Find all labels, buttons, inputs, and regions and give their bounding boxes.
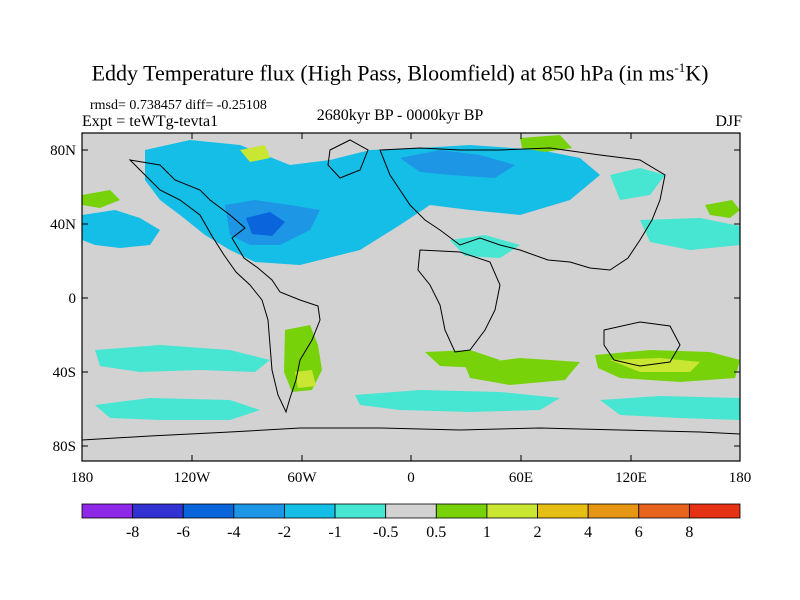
- north-pacific-east-anomaly: [640, 218, 740, 250]
- mediterranean-weak-anomaly: [450, 235, 520, 258]
- x-tick-0: 0: [407, 470, 415, 486]
- eurasia-coastline: [379, 147, 666, 271]
- period-label: 2680kyr BP - 0000kyr BP: [316, 107, 484, 124]
- stats-text: rmsd= 0.738457 diff= -0.25108: [90, 98, 267, 113]
- colorbar-swatch: [537, 503, 589, 519]
- scandinavia-strong-anomaly: [400, 150, 515, 178]
- colorbar-swatch: [182, 503, 235, 519]
- africa-coastline: [417, 249, 501, 353]
- y-tick-0: 0: [69, 291, 77, 307]
- patagonia-strong-anomaly: [295, 370, 316, 388]
- y-tick-80n: 80N: [50, 143, 76, 159]
- colorbar-swatch: [587, 503, 640, 519]
- nh-negative-regions: [82, 135, 740, 265]
- colorbar-label: 2: [534, 524, 542, 541]
- colorbar-label: 0.5: [426, 524, 446, 541]
- colorbar-label: 1: [483, 524, 491, 541]
- sh-regions: [95, 325, 740, 420]
- barents-positive-anomaly: [520, 135, 572, 152]
- colorbar-label: -1: [328, 524, 341, 541]
- americas-coastline: [128, 159, 321, 414]
- colorbar-label: 8: [685, 524, 693, 541]
- australia-south-strong-anomaly: [610, 358, 700, 372]
- y-tick-40s: 40S: [53, 365, 76, 381]
- x-tick-180-left: 180: [71, 470, 94, 486]
- y-tick-40n: 40N: [50, 217, 76, 233]
- experiment-label: Expt = teWTg-tevta1: [82, 113, 219, 130]
- arctic-positive-anomaly: [240, 145, 270, 162]
- eastern-us-peak-anomaly: [246, 212, 285, 236]
- x-tick-60w: 60W: [287, 470, 317, 486]
- colorbar-swatch: [81, 503, 134, 519]
- chart-title: Eddy Temperature flux (High Pass, Bloomf…: [91, 60, 709, 86]
- antarctica-coastline: [82, 427, 740, 441]
- y-axis: 80N 40N 0 40S 80S: [50, 143, 740, 455]
- x-tick-180-right: 180: [729, 470, 752, 486]
- x-tick-60e: 60E: [509, 470, 533, 486]
- southern-ocean-east-anomaly: [355, 390, 560, 412]
- coastlines: [82, 139, 740, 441]
- season-label: DJF: [715, 113, 742, 130]
- colorbar-label: -8: [126, 524, 139, 541]
- colorbar-label: -4: [227, 524, 240, 541]
- colorbar-swatch: [385, 503, 437, 519]
- x-tick-120w: 120W: [174, 470, 212, 486]
- x-axis: 180 120W 60W 0 60E 120E 180: [71, 133, 752, 486]
- pacific-positive-anomaly: [705, 200, 740, 218]
- colorbar-label: 4: [584, 524, 592, 541]
- colorbar: -8 -6 -4 -2 -1 -0.5 0.5 1 2 4 6 8: [81, 503, 741, 541]
- colorbar-swatch: [132, 503, 184, 519]
- colorbar-swatch: [486, 503, 538, 519]
- greenland-coastline: [327, 139, 369, 179]
- map-panel: [82, 133, 740, 461]
- bering-positive-anomaly: [82, 190, 120, 208]
- colorbar-swatch: [284, 503, 336, 519]
- colorbar-label: 6: [635, 524, 643, 541]
- colorbar-label: -0.5: [373, 524, 398, 541]
- colorbar-label: -6: [177, 524, 190, 541]
- y-tick-80s: 80S: [53, 439, 76, 455]
- colorbar-swatch: [334, 503, 387, 519]
- southern-ocean-west-anomaly: [95, 398, 260, 420]
- north-pacific-west-anomaly: [82, 210, 160, 248]
- east-asia-weak-anomaly: [610, 168, 665, 200]
- colorbar-swatch: [435, 503, 488, 519]
- australia-coastline: [603, 321, 681, 367]
- colorbar-swatch: [233, 503, 285, 519]
- indian-ocean-positive-anomaly: [465, 358, 580, 385]
- southern-ocean-pacific-anomaly: [600, 396, 740, 420]
- x-tick-120e: 120E: [615, 470, 647, 486]
- colorbar-label: -2: [278, 524, 291, 541]
- colorbar-swatch: [688, 503, 741, 519]
- colorbar-swatch: [638, 503, 690, 519]
- south-pacific-anomaly: [95, 345, 270, 372]
